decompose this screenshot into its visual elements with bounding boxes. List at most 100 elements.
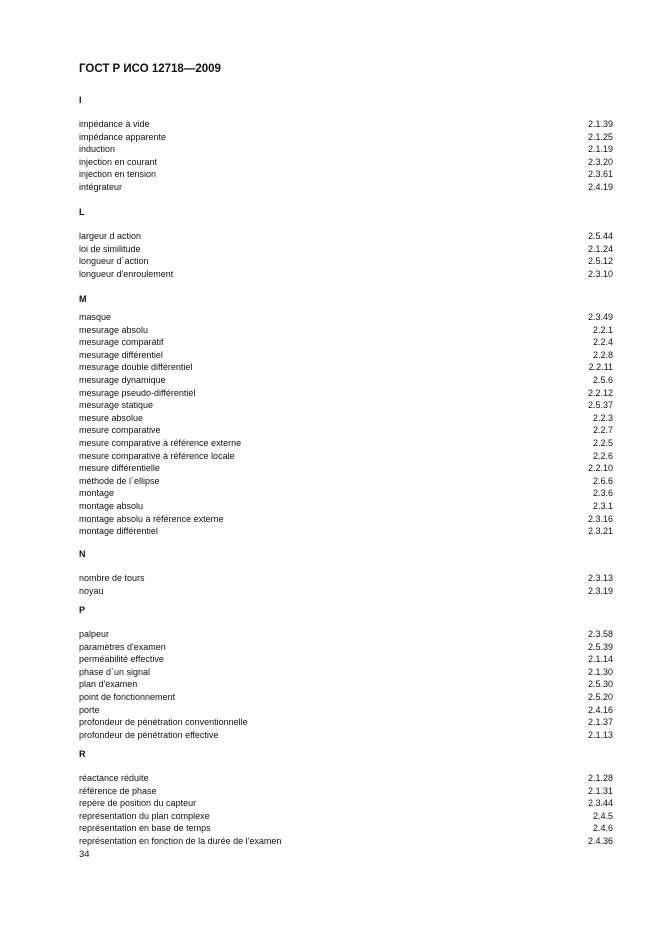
index-entry: mesurage double différentiel 2.2.11 — [79, 361, 613, 374]
entry-term: mesurage comparatif — [79, 337, 164, 348]
entry-reference: 2.2.3 — [592, 412, 613, 423]
index-entry: injection en courant 2.3.20 — [79, 156, 613, 169]
entry-reference: 2.5.20 — [587, 691, 613, 702]
entry-reference: 2.3.61 — [587, 169, 613, 180]
index-entry: montage différentiel 2.3.21 — [79, 525, 613, 538]
section-letter: P — [79, 605, 86, 615]
entry-reference: 2.2.5 — [592, 437, 613, 448]
index-entry: palpeur 2.3.58 — [79, 628, 613, 641]
entry-reference: 2.5.44 — [587, 231, 613, 241]
entry-term: perméabilité effective — [79, 654, 164, 665]
entry-reference: 2.1.25 — [587, 131, 613, 142]
entry-reference: 2.4.16 — [587, 704, 613, 715]
entry-reference: 2.5.37 — [587, 400, 613, 411]
entry-reference: 2.3.16 — [587, 513, 613, 524]
entry-reference: 2.1.24 — [587, 243, 613, 254]
entry-reference: 2.2.7 — [592, 425, 613, 436]
index-entry: mesure comparative à référence externe 2.… — [79, 437, 613, 450]
entry-term: profondeur de pénétration effective — [79, 729, 219, 740]
entry-reference: 2.4.5 — [592, 810, 613, 821]
entry-term: mesurage différentiel — [79, 349, 163, 360]
entry-term: largeur d action — [79, 231, 142, 241]
entry-term: montage — [79, 488, 115, 499]
entry-reference: 2.1.13 — [587, 729, 613, 740]
entry-term: porte — [79, 704, 100, 715]
entry-term: mesurage pseudo-différentiel — [79, 387, 196, 398]
index-entry: loi de similitude 2.1.24 — [79, 243, 613, 256]
index-entry: profondeur de pénétration effective 2.1.1… — [79, 729, 613, 742]
index-entry: nombre de tours 2.3.13 — [79, 572, 613, 585]
entry-reference: 2.6.6 — [592, 475, 613, 486]
section-letter: N — [79, 549, 86, 559]
section-letter: L — [79, 207, 85, 217]
index-entry: induction 2.1.19 — [79, 143, 613, 156]
entry-term: mesure absolue — [79, 412, 144, 423]
index-entry: représentation en base de temps 2.4.6 — [79, 822, 613, 835]
entry-term: paramètres d'examen — [79, 641, 166, 652]
index-entry: montage 2.3.6 — [79, 487, 613, 500]
entry-term: mesure comparative — [79, 425, 161, 436]
index-entry: phase d`un signal 2.1.30 — [79, 666, 613, 679]
entry-reference: 2.1.37 — [587, 717, 613, 728]
entry-reference: 2.3.1 — [592, 500, 613, 511]
entry-reference: 2.1.19 — [587, 144, 613, 155]
index-entry: masque 2.3.49 — [79, 311, 613, 324]
index-entry: plan d'examen 2.5.30 — [79, 678, 613, 691]
entry-term: mesurage absolu — [79, 324, 149, 335]
entry-reference: 2.3.21 — [587, 526, 613, 537]
entry-term: mesurage statique — [79, 400, 154, 411]
entry-reference: 2.4.6 — [592, 823, 613, 834]
entry-reference: 2.3.44 — [587, 798, 613, 809]
entry-term: représentation en base de temps — [79, 823, 211, 834]
index-entry: impédance apparente 2.1.25 — [79, 131, 613, 144]
entry-term: loi de similitude — [79, 243, 141, 254]
index-entry: longueur d`action 2.5.12 — [79, 255, 613, 268]
index-entry: mesure comparative 2.2.7 — [79, 424, 613, 437]
index-entry: mesure différentielle 2.2.10 — [79, 462, 613, 475]
entry-term: mesurage dynamique — [79, 374, 166, 385]
entry-term: masque — [79, 312, 112, 322]
index-entry: repère de position du capteur 2.3.44 — [79, 797, 613, 810]
entry-reference: 2.1.28 — [587, 773, 613, 783]
index-entry: impédance à vide 2.1.39 — [79, 118, 613, 131]
entry-reference: 2.2.11 — [588, 362, 613, 373]
index-entry: mesure absolue 2.2.3 — [79, 412, 613, 425]
index-entry: perméabilité effective 2.1.14 — [79, 653, 613, 666]
index-entry: injection en tension 2.3.61 — [79, 168, 613, 181]
index-entry: noyau 2.3.19 — [79, 585, 613, 598]
entry-term: méthode de l`ellipse — [79, 475, 160, 486]
entry-reference: 2.3.10 — [587, 268, 613, 279]
entry-term: palpeur — [79, 629, 110, 639]
entry-term: longueur d'enroulement — [79, 268, 174, 279]
entry-term: induction — [79, 144, 116, 155]
entry-term: impédance apparente — [79, 131, 167, 142]
index-entry: porte 2.4.16 — [79, 704, 613, 717]
entry-reference: 2.2.8 — [592, 349, 613, 360]
entry-reference: 2.2.6 — [592, 450, 613, 461]
section-letter: R — [79, 749, 86, 759]
index-entry: montage absolu à référence externe 2.3.16 — [79, 513, 613, 526]
index-entry: référence de phase 2.1.31 — [79, 785, 613, 798]
entry-reference: 2.1.14 — [587, 654, 613, 665]
entry-term: réactance réduite — [79, 773, 149, 783]
entry-term: impédance à vide — [79, 119, 150, 129]
entry-reference: 2.5.30 — [587, 679, 613, 690]
index-entry: mesurage statique 2.5.37 — [79, 399, 613, 412]
section-letter: M — [79, 294, 87, 304]
entry-reference: 2.3.49 — [587, 312, 613, 322]
section-letter: I — [79, 95, 82, 105]
index-entry: montage absolu 2.3.1 — [79, 500, 613, 513]
index-entry: mesurage différentiel 2.2.8 — [79, 349, 613, 362]
entry-term: montage absolu — [79, 500, 144, 511]
entry-term: mesure comparative à référence externe — [79, 437, 242, 448]
index-entry: représentation en fonction de la durée d… — [79, 835, 613, 848]
entry-term: référence de phase — [79, 785, 157, 796]
entry-term: profondeur de pénétration conventionnell… — [79, 717, 248, 728]
entry-reference: 2.3.13 — [587, 573, 613, 583]
entry-term: mesurage double différentiel — [79, 362, 193, 373]
